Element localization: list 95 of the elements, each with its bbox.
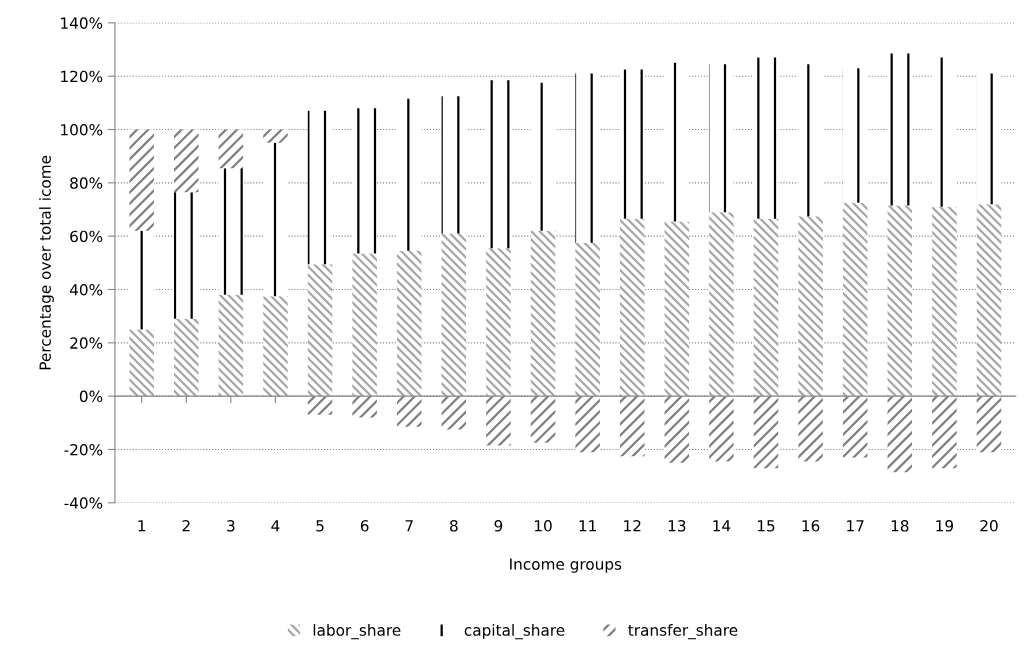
bar xyxy=(486,396,511,446)
bar xyxy=(486,80,511,249)
bar xyxy=(664,396,690,463)
bar xyxy=(976,204,1002,397)
bar xyxy=(441,233,467,397)
bar xyxy=(396,396,422,427)
bar xyxy=(932,57,957,207)
bar xyxy=(174,192,199,319)
bar xyxy=(486,248,511,397)
x-tick-label: 6 xyxy=(360,520,369,532)
legend-label: transfer_share xyxy=(628,624,738,640)
bar xyxy=(530,82,556,231)
bar xyxy=(129,230,154,330)
x-tick-label: 17 xyxy=(847,520,864,532)
bar xyxy=(263,142,288,297)
bar xyxy=(129,329,154,397)
bar xyxy=(441,96,467,234)
legend-label: labor_share xyxy=(313,624,401,640)
x-tick-label: 20 xyxy=(980,520,998,532)
x-tick-label: 12 xyxy=(624,520,641,532)
bar xyxy=(352,396,377,418)
x-tick-label: 16 xyxy=(802,520,820,532)
x-tick-label: 19 xyxy=(936,520,954,532)
bar xyxy=(709,212,734,397)
y-tick-label: -40% xyxy=(64,497,103,509)
bar xyxy=(218,294,244,397)
bar xyxy=(352,253,377,397)
bar xyxy=(664,62,690,222)
x-tick-label: 1 xyxy=(138,520,146,532)
bar xyxy=(218,168,244,295)
bar xyxy=(263,129,288,143)
bar xyxy=(887,205,913,397)
bar xyxy=(396,98,422,251)
bar xyxy=(218,129,244,169)
bar xyxy=(753,396,779,469)
bar xyxy=(575,396,600,453)
bar xyxy=(842,202,868,397)
bar xyxy=(174,129,199,193)
x-tick-label: 14 xyxy=(713,520,731,532)
bar xyxy=(396,250,422,397)
bar xyxy=(709,64,734,213)
bar xyxy=(575,242,600,397)
bar xyxy=(263,296,288,397)
bar xyxy=(753,57,779,219)
y-tick-label: 140% xyxy=(61,17,103,29)
x-tick-label: 4 xyxy=(271,520,280,532)
bar xyxy=(753,218,779,397)
bar xyxy=(709,396,734,462)
y-tick-label: 20% xyxy=(70,337,103,349)
y-axis-title: Percentage over total icome xyxy=(39,155,54,370)
y-tick-label: 40% xyxy=(69,283,103,296)
bar xyxy=(798,64,823,217)
y-tick-label: 80% xyxy=(70,177,103,189)
x-tick-label: 5 xyxy=(316,520,324,532)
legend-label: capital_share xyxy=(464,624,565,640)
x-tick-label: 7 xyxy=(405,520,413,532)
bar xyxy=(887,396,913,473)
y-tick-label: -20% xyxy=(64,443,103,456)
x-tick-label: 18 xyxy=(891,520,909,532)
x-tick-label: 9 xyxy=(494,520,503,532)
bar xyxy=(307,110,333,265)
y-tick-label: 60% xyxy=(70,230,103,243)
x-tick-label: 10 xyxy=(534,520,552,532)
y-tick-label: 120% xyxy=(61,70,103,83)
bar xyxy=(441,396,467,430)
x-axis-title: Income groups xyxy=(510,558,622,573)
bar xyxy=(842,68,868,203)
bar xyxy=(664,221,690,397)
bar xyxy=(619,69,645,219)
x-tick-label: 3 xyxy=(227,520,235,532)
bar xyxy=(619,396,645,457)
x-tick-label: 2 xyxy=(182,520,190,532)
bar xyxy=(129,129,154,231)
bar xyxy=(798,216,823,397)
y-tick-label: 100% xyxy=(61,123,103,136)
y-tick-label: 0% xyxy=(79,390,103,403)
bar xyxy=(932,396,957,469)
bar xyxy=(887,53,913,206)
bar xyxy=(932,206,957,397)
bar xyxy=(307,264,333,397)
bar xyxy=(174,318,199,397)
bar xyxy=(352,108,377,254)
x-tick-label: 8 xyxy=(450,520,458,532)
bar xyxy=(976,396,1002,453)
bar xyxy=(530,230,556,397)
bar xyxy=(798,396,823,462)
x-tick-label: 13 xyxy=(668,520,686,532)
x-tick-label: 11 xyxy=(579,520,596,532)
bar xyxy=(619,218,645,397)
bar xyxy=(575,73,600,243)
x-tick-label: 15 xyxy=(757,520,775,532)
bar xyxy=(976,73,1002,205)
bar xyxy=(842,396,868,458)
bar xyxy=(307,396,333,415)
bar xyxy=(530,396,556,443)
